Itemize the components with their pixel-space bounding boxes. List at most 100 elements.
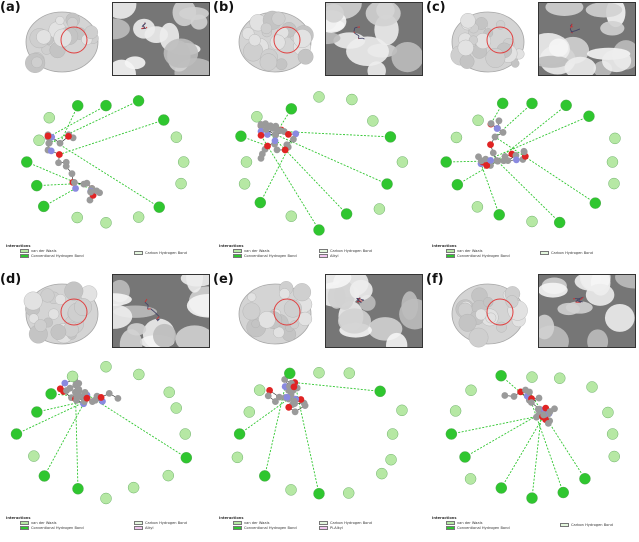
pocket-surface-patch bbox=[186, 275, 203, 293]
residue-disk bbox=[254, 196, 267, 209]
hydrogen-bond-line bbox=[43, 188, 76, 207]
residue-disk bbox=[526, 215, 538, 228]
interaction-diagram bbox=[21, 95, 190, 229]
ligand-atom bbox=[501, 392, 509, 399]
pocket-surface-patch bbox=[326, 32, 341, 45]
residue-disk bbox=[243, 406, 256, 418]
legend-item-hbond: Conventional Hydrogen Bond bbox=[233, 254, 297, 259]
residue-disk bbox=[374, 385, 386, 398]
hydrogen-bond-line bbox=[36, 182, 87, 187]
residue-disk bbox=[495, 370, 507, 382]
legend-swatch bbox=[319, 521, 328, 525]
legend-swatch bbox=[233, 254, 242, 258]
protein-surface-image bbox=[23, 281, 99, 345]
residue-disk bbox=[386, 428, 399, 440]
pocket-surface-patch bbox=[401, 291, 419, 320]
legend-title: Interactions bbox=[432, 244, 457, 248]
legend-item-hbond: Conventional Hydrogen Bond bbox=[20, 254, 84, 259]
surface-lobe bbox=[48, 308, 60, 320]
residue-disk bbox=[557, 486, 569, 499]
ligand-atom bbox=[55, 151, 63, 158]
interaction-legend: Interactions van der Waals Conventional … bbox=[6, 244, 206, 268]
residue-disk bbox=[100, 217, 112, 229]
residue-disk bbox=[606, 428, 619, 440]
residue-disk bbox=[33, 134, 45, 146]
ligand-atom bbox=[56, 385, 64, 393]
ligand-atom bbox=[83, 394, 91, 402]
residue-disk bbox=[583, 110, 595, 122]
residue-disk bbox=[471, 201, 484, 213]
residue-disk bbox=[180, 452, 193, 464]
residue-disk bbox=[179, 428, 191, 440]
surface-lobe bbox=[259, 53, 278, 71]
pocket-surface-patch bbox=[600, 21, 625, 36]
residue-disk bbox=[496, 97, 509, 110]
ligand-atom bbox=[526, 388, 533, 396]
ligand-bond bbox=[354, 32, 360, 37]
pocket-surface-patch bbox=[539, 314, 555, 340]
surface-lobe bbox=[458, 313, 477, 332]
panel-label: (d) bbox=[0, 272, 22, 287]
ligand-atom bbox=[72, 388, 79, 396]
pocket-surface-patch bbox=[124, 56, 146, 70]
residue-disk bbox=[21, 156, 33, 168]
interaction-legend: Interactions van der Waals Conventional … bbox=[219, 244, 419, 268]
residue-disk bbox=[553, 216, 566, 229]
residue-disk bbox=[451, 179, 464, 191]
legend-swatch bbox=[560, 523, 569, 527]
ligand-atom bbox=[544, 419, 552, 427]
ligand-atom bbox=[290, 383, 298, 391]
residue-disk bbox=[493, 209, 505, 221]
hydrogen-bond-line bbox=[36, 397, 102, 413]
residue-disk bbox=[38, 470, 51, 482]
hydrogen-bond-line bbox=[496, 105, 567, 161]
panel-e: (e) Interactions van der Waals Conventio… bbox=[213, 272, 423, 542]
hydrogen-bond-line bbox=[49, 100, 139, 144]
interaction-diagram bbox=[235, 91, 409, 236]
ligand-atom bbox=[63, 387, 70, 394]
residue-disk bbox=[465, 384, 477, 396]
legend-swatch bbox=[20, 526, 29, 530]
surface-lobe bbox=[50, 324, 67, 340]
ligand-atom bbox=[290, 397, 298, 405]
residue-disk bbox=[259, 470, 271, 482]
pocket-surface-patch bbox=[127, 323, 147, 336]
binding-pocket-zoom-image bbox=[112, 274, 210, 348]
surface-lobe bbox=[260, 22, 273, 35]
residue-disk bbox=[340, 208, 353, 220]
residue-disk bbox=[609, 132, 621, 145]
panel-label: (b) bbox=[213, 0, 235, 15]
residue-disk bbox=[100, 492, 112, 505]
residue-disk bbox=[526, 97, 538, 110]
pocket-surface-patch bbox=[334, 280, 355, 310]
ligand-atom bbox=[489, 149, 497, 157]
panel-d: (d) Interactions van der Waals Conventio… bbox=[0, 272, 210, 542]
ligand-atom bbox=[493, 125, 501, 132]
hydrogen-bond-line bbox=[59, 119, 164, 155]
hydrogen-bond-line bbox=[47, 105, 107, 138]
panel-label: (e) bbox=[213, 272, 234, 287]
binding-site-circle bbox=[60, 26, 88, 54]
pocket-surface-patch bbox=[557, 302, 580, 316]
binding-site-circle bbox=[273, 298, 301, 326]
pocket-surface-patch bbox=[601, 49, 632, 73]
interaction-legend: Interactions van der Waals Conventional … bbox=[432, 244, 632, 268]
surface-lobe bbox=[468, 327, 489, 348]
panel-label: (a) bbox=[0, 0, 21, 15]
surface-lobe bbox=[247, 292, 257, 302]
hydrogen-bond-line bbox=[531, 415, 542, 499]
surface-lobe bbox=[251, 319, 261, 329]
surface-lobe bbox=[273, 326, 285, 339]
ligand-atom bbox=[528, 399, 535, 406]
legend-swatch bbox=[446, 249, 455, 253]
residue-disk bbox=[170, 131, 183, 143]
residue-disk bbox=[342, 487, 355, 499]
legend-swatch bbox=[319, 249, 328, 253]
pocket-surface-patch bbox=[175, 325, 209, 347]
surface-lobe bbox=[64, 281, 84, 301]
ligand-atom bbox=[533, 413, 540, 421]
ligand-atom bbox=[520, 147, 528, 155]
residue-disk bbox=[251, 111, 263, 123]
surface-lobe bbox=[485, 312, 497, 324]
hydrogen-bond-line bbox=[500, 375, 530, 401]
